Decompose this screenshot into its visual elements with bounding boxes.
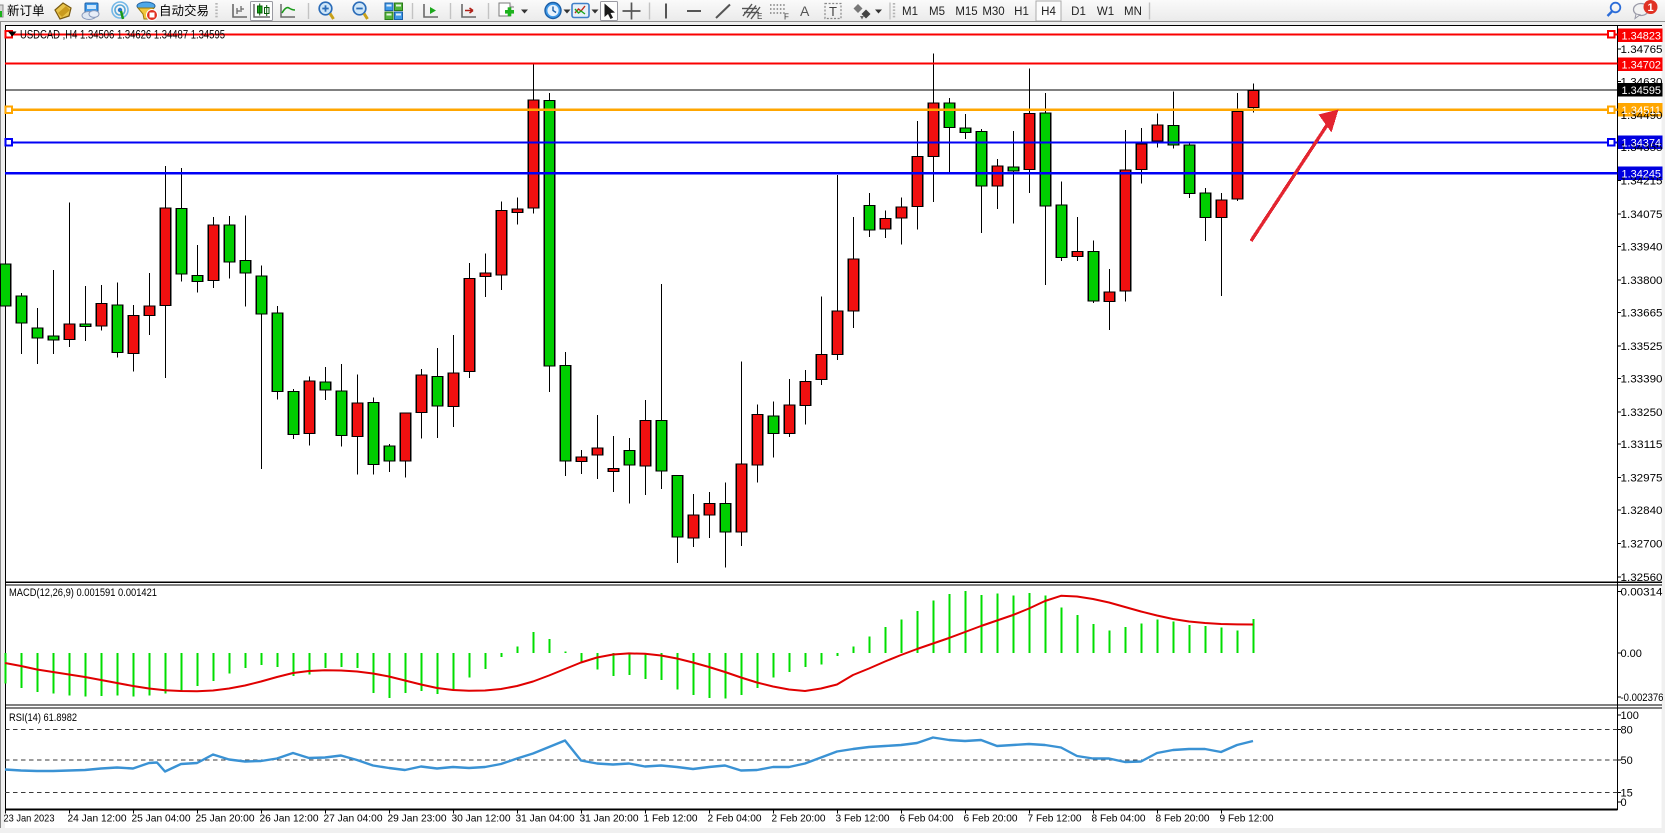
svg-text:1.34245: 1.34245 bbox=[1622, 168, 1662, 180]
svg-text:23 Jan 2023: 23 Jan 2023 bbox=[4, 814, 55, 825]
svg-text:1.34823: 1.34823 bbox=[1622, 30, 1662, 42]
svg-text:8 Feb 20:00: 8 Feb 20:00 bbox=[1156, 814, 1210, 825]
svg-text:M30: M30 bbox=[982, 6, 1004, 18]
svg-text:新订单: 新订单 bbox=[7, 3, 45, 18]
svg-text:29 Jan 23:00: 29 Jan 23:00 bbox=[388, 814, 447, 825]
svg-text:7 Feb 12:00: 7 Feb 12:00 bbox=[1028, 814, 1082, 825]
svg-text:24 Jan 12:00: 24 Jan 12:00 bbox=[68, 814, 127, 825]
svg-text:0.00: 0.00 bbox=[1621, 648, 1642, 660]
svg-text:1.32840: 1.32840 bbox=[1621, 505, 1663, 517]
svg-text:1.34075: 1.34075 bbox=[1621, 209, 1663, 221]
svg-text:80: 80 bbox=[1621, 725, 1633, 737]
svg-text:9 Feb 12:00: 9 Feb 12:00 bbox=[1220, 814, 1274, 825]
svg-text:MN: MN bbox=[1124, 6, 1142, 18]
svg-text:1.34490: 1.34490 bbox=[1621, 110, 1663, 122]
svg-text:1.32975: 1.32975 bbox=[1621, 473, 1663, 485]
svg-text:8 Feb 04:00: 8 Feb 04:00 bbox=[1092, 814, 1146, 825]
svg-text:1.33525: 1.33525 bbox=[1621, 341, 1663, 353]
svg-text:1.33390: 1.33390 bbox=[1621, 373, 1663, 385]
svg-text:0.00314: 0.00314 bbox=[1621, 586, 1663, 598]
svg-text:31 Jan 04:00: 31 Jan 04:00 bbox=[516, 814, 575, 825]
svg-text:M15: M15 bbox=[955, 6, 977, 18]
svg-text:1.33115: 1.33115 bbox=[1621, 439, 1663, 451]
svg-text:25 Jan 20:00: 25 Jan 20:00 bbox=[196, 814, 255, 825]
svg-text:M5: M5 bbox=[929, 6, 945, 18]
svg-text:RSI(14) 61.8982: RSI(14) 61.8982 bbox=[9, 712, 77, 724]
svg-text:1.34765: 1.34765 bbox=[1621, 44, 1663, 56]
svg-text:1.33250: 1.33250 bbox=[1621, 407, 1663, 419]
svg-text:0: 0 bbox=[1621, 797, 1627, 809]
svg-text:H4: H4 bbox=[1041, 6, 1056, 18]
svg-text:2 Feb 20:00: 2 Feb 20:00 bbox=[772, 814, 826, 825]
svg-text:50: 50 bbox=[1621, 755, 1633, 767]
svg-text:1.32700: 1.32700 bbox=[1621, 539, 1663, 551]
svg-text:H1: H1 bbox=[1014, 6, 1029, 18]
svg-text:31 Jan 20:00: 31 Jan 20:00 bbox=[580, 814, 639, 825]
svg-text:MACD(12,26,9) 0.001591 0.00142: MACD(12,26,9) 0.001591 0.001421 bbox=[9, 587, 157, 599]
svg-text:27 Jan 04:00: 27 Jan 04:00 bbox=[324, 814, 383, 825]
svg-text:6 Feb 04:00: 6 Feb 04:00 bbox=[900, 814, 954, 825]
svg-text:30 Jan 12:00: 30 Jan 12:00 bbox=[452, 814, 511, 825]
svg-text:1: 1 bbox=[1647, 2, 1653, 14]
svg-text:1.34215: 1.34215 bbox=[1621, 176, 1663, 188]
svg-text:自动交易: 自动交易 bbox=[159, 3, 209, 18]
svg-text:1.34702: 1.34702 bbox=[1622, 59, 1662, 71]
svg-text:25 Jan 04:00: 25 Jan 04:00 bbox=[132, 814, 191, 825]
svg-text:2 Feb 04:00: 2 Feb 04:00 bbox=[708, 814, 762, 825]
svg-text:M1: M1 bbox=[902, 6, 918, 18]
svg-text:1.34595: 1.34595 bbox=[1622, 85, 1662, 97]
svg-text:D1: D1 bbox=[1071, 6, 1086, 18]
svg-text:1.34511: 1.34511 bbox=[1622, 105, 1662, 117]
svg-text:USDCAD ,H4 1.34506 1.34626 1.: USDCAD ,H4 1.34506 1.34626 1.34487 1.345… bbox=[20, 30, 225, 42]
svg-text:1.33665: 1.33665 bbox=[1621, 307, 1663, 319]
svg-text:3 Feb 12:00: 3 Feb 12:00 bbox=[836, 814, 890, 825]
svg-text:E: E bbox=[757, 12, 762, 21]
svg-text:1.34374: 1.34374 bbox=[1622, 138, 1662, 150]
svg-text:1.33940: 1.33940 bbox=[1621, 242, 1663, 254]
svg-text:W1: W1 bbox=[1097, 6, 1114, 18]
svg-text:T: T bbox=[829, 4, 837, 19]
svg-text:F: F bbox=[784, 13, 789, 22]
svg-text:-0.002376: -0.002376 bbox=[1621, 692, 1664, 704]
svg-text:1.32560: 1.32560 bbox=[1621, 572, 1663, 584]
svg-text:100: 100 bbox=[1621, 710, 1639, 722]
svg-text:1.34630: 1.34630 bbox=[1621, 76, 1663, 88]
svg-text:A: A bbox=[800, 3, 810, 19]
svg-text:1 Feb 12:00: 1 Feb 12:00 bbox=[644, 814, 698, 825]
svg-text:26 Jan 12:00: 26 Jan 12:00 bbox=[260, 814, 319, 825]
svg-text:1.34355: 1.34355 bbox=[1621, 142, 1663, 154]
svg-text:6 Feb 20:00: 6 Feb 20:00 bbox=[964, 814, 1018, 825]
svg-text:15: 15 bbox=[1621, 788, 1633, 800]
svg-text:1.33800: 1.33800 bbox=[1621, 275, 1663, 287]
